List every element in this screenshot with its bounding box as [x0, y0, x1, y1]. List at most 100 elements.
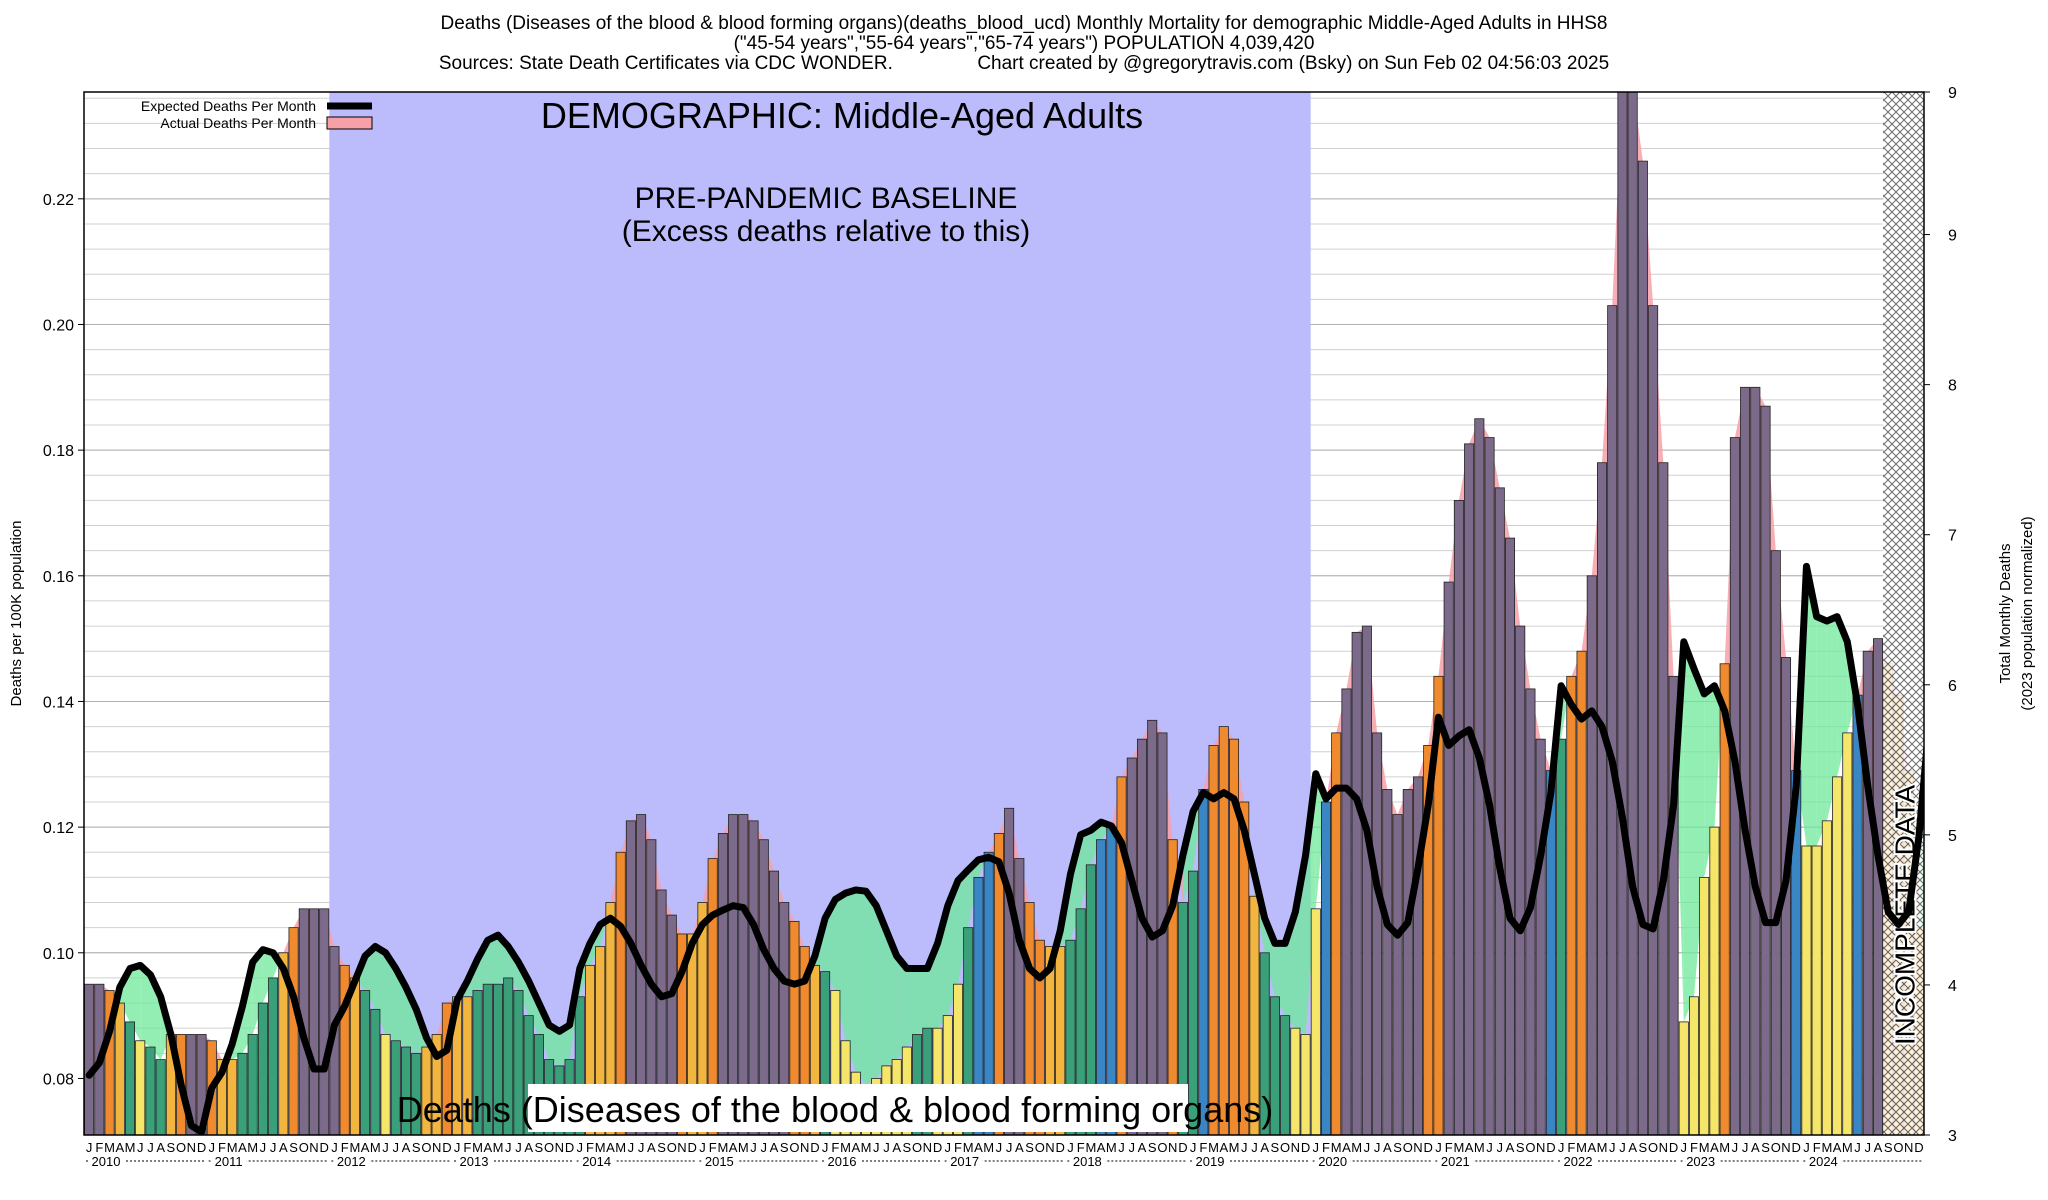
month-tick-label: M: [1474, 1140, 1485, 1155]
year-label-bg: [1192, 1155, 1228, 1169]
month-tick-label: F: [954, 1140, 962, 1155]
bar-month-83: [932, 1027, 943, 1135]
bar-month-90: [1004, 807, 1015, 1135]
excess-segment: [518, 962, 529, 1016]
month-tick-label: J: [1742, 1140, 1749, 1155]
month-tick-label: N: [1413, 1140, 1422, 1155]
plot-border: [83, 91, 1925, 1136]
month-tick-label: F: [1567, 1140, 1575, 1155]
demographic-label: DEMOGRAPHIC: Middle-Aged Adults: [541, 95, 1143, 136]
month-tick-label: D: [1669, 1140, 1678, 1155]
bar-month-63: [728, 814, 739, 1135]
bar-month-139: [1504, 537, 1516, 1135]
month-tick-label: D: [1178, 1140, 1187, 1155]
month-tick-label: F: [1813, 1140, 1821, 1155]
bar-month-151: [1627, 92, 1638, 1135]
bar-month-29: [380, 1034, 391, 1135]
excess-segment: [1683, 641, 1694, 1022]
month-tick-label: F: [831, 1140, 839, 1155]
bar-month-14: [227, 1059, 238, 1135]
month-tick-label: N: [555, 1140, 564, 1155]
bar-month-118: [1290, 1027, 1301, 1135]
month-tick-label: J: [1732, 1140, 1739, 1155]
month-tick-label: A: [606, 1140, 615, 1155]
month-tick-label: J: [1006, 1140, 1013, 1155]
month-tick-label: J: [638, 1140, 645, 1155]
month-tick-label: A: [1710, 1140, 1719, 1155]
year-label-bg: [1805, 1155, 1842, 1169]
month-tick-label: A: [1465, 1140, 1474, 1155]
bar-month-72: [820, 971, 831, 1135]
bar-month-145: [1566, 675, 1577, 1135]
excess-segment: [1929, 654, 1939, 1078]
excess-segment: [252, 949, 263, 1035]
month-tick-label: A: [115, 1140, 124, 1155]
month-tick-label: D: [933, 1140, 942, 1155]
bar-month-5: [135, 1040, 146, 1135]
month-tick-label: M: [615, 1140, 626, 1155]
bar-month-59: [687, 933, 698, 1135]
month-tick-label: A: [1138, 1140, 1147, 1155]
month-tick-label: N: [1659, 1140, 1668, 1155]
bar-month-114: [1249, 895, 1260, 1135]
month-tick-label: J: [628, 1140, 635, 1155]
bar-month-146: [1576, 650, 1587, 1135]
year-label: 2015: [705, 1154, 734, 1169]
expected-line-path: [85, 562, 1924, 1135]
month-tick-label: J: [393, 1140, 400, 1155]
month-tick-label: A: [1342, 1140, 1351, 1155]
bar-month-22: [308, 908, 320, 1135]
month-tick-label: J: [996, 1140, 1003, 1155]
bar-month-125: [1361, 625, 1372, 1135]
month-tick-label: O: [1280, 1140, 1290, 1155]
bar-month-107: [1177, 902, 1188, 1135]
month-tick-label: D: [1914, 1140, 1923, 1155]
month-tick-label: D: [1792, 1140, 1801, 1155]
bar-month-52: [615, 851, 626, 1135]
bar-month-144: [1556, 738, 1567, 1135]
month-tick-label: S: [780, 1140, 789, 1155]
bar-month-168: [1801, 845, 1812, 1135]
bar-month-92: [1024, 902, 1035, 1135]
bar-month-156: [1678, 1021, 1689, 1135]
month-tick-label: F: [95, 1140, 103, 1155]
bar-month-67: [768, 870, 780, 1135]
month-tick-label: O: [299, 1140, 309, 1155]
month-tick-label: M: [595, 1140, 606, 1155]
excess-segment: [947, 880, 958, 1016]
month-tick-label: S: [1025, 1140, 1034, 1155]
month-tick-label: A: [238, 1140, 247, 1155]
excess-segment: [538, 1003, 550, 1060]
bar-month-112: [1228, 738, 1240, 1135]
month-tick-label: O: [421, 1140, 431, 1155]
month-tick-label: D: [1546, 1140, 1555, 1155]
baseline-label-line-2: (Excess deaths relative to this): [622, 215, 1031, 248]
month-tick-label: O: [1771, 1140, 1781, 1155]
year-label-bg: [1682, 1155, 1719, 1169]
y-tick-label: 0.10: [43, 946, 74, 963]
month-tick-label: M: [983, 1140, 994, 1155]
month-tick-label: A: [851, 1140, 860, 1155]
bar-month-62: [717, 833, 728, 1135]
chart-title-line-1: Deaths (Diseases of the blood & blood fo…: [440, 13, 1608, 34]
incomplete-hatch: [1883, 92, 1924, 1135]
excess-segment: [978, 852, 989, 878]
month-tick-label: J: [1129, 1140, 1136, 1155]
month-tick-label: J: [382, 1140, 389, 1155]
month-tick-label: N: [432, 1140, 441, 1155]
month-tick-label: A: [1015, 1140, 1024, 1155]
bar-month-109: [1198, 789, 1209, 1135]
month-tick-label: S: [1148, 1140, 1157, 1155]
month-tick-label: A: [1587, 1140, 1596, 1155]
month-tick-label: S: [535, 1140, 544, 1155]
legend-actual-swatch: [326, 116, 373, 130]
y2-tick-label: 4: [1948, 978, 1957, 995]
month-tick-label: M: [247, 1140, 258, 1155]
month-tick-label: M: [493, 1140, 504, 1155]
month-tick-label: N: [187, 1140, 196, 1155]
month-tick-label: A: [524, 1140, 533, 1155]
month-tick-label: F: [1199, 1140, 1207, 1155]
bar-month-164: [1760, 405, 1771, 1135]
excess-segment: [1714, 663, 1725, 828]
